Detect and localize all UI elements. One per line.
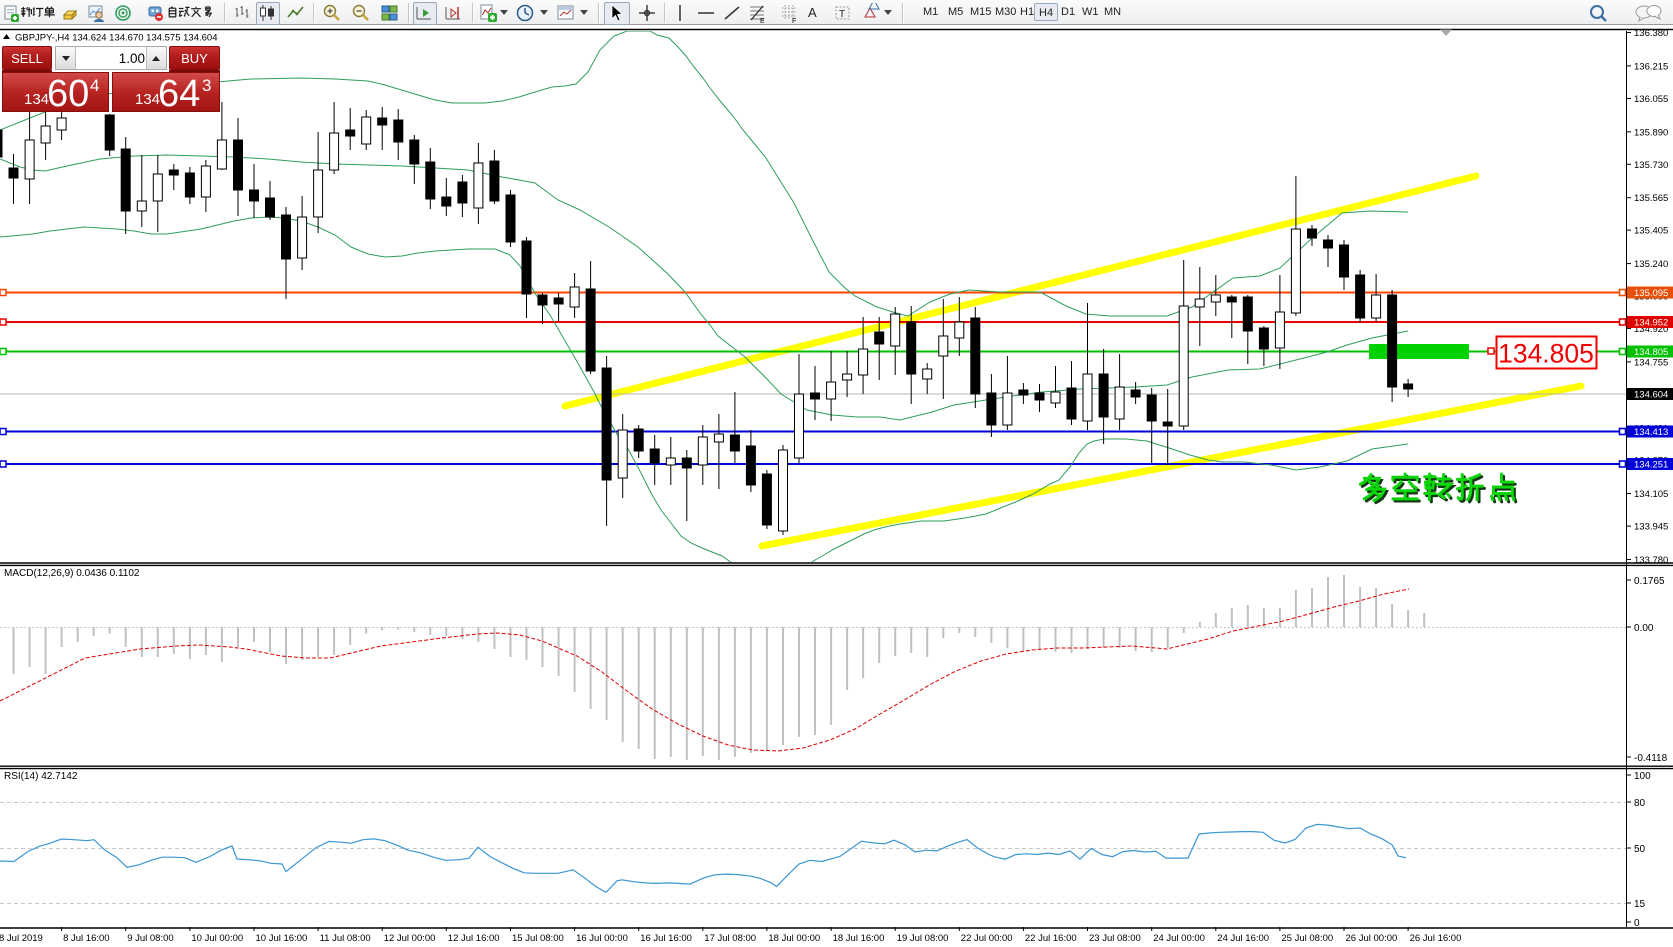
svg-text:10 Jul 16:00: 10 Jul 16:00 <box>256 933 308 944</box>
svg-text:135.565: 135.565 <box>1634 193 1668 204</box>
svg-text:26 Jul 00:00: 26 Jul 00:00 <box>1346 933 1398 944</box>
svg-text:24 Jul 00:00: 24 Jul 00:00 <box>1153 933 1205 944</box>
svg-text:134.413: 134.413 <box>1634 427 1668 438</box>
svg-text:9 Jul 08:00: 9 Jul 08:00 <box>127 933 173 944</box>
svg-text:19 Jul 08:00: 19 Jul 08:00 <box>897 933 949 944</box>
svg-text:134.251: 134.251 <box>1634 460 1668 471</box>
svg-text:T: T <box>839 9 845 20</box>
svg-text:134.604: 134.604 <box>1634 390 1668 401</box>
svg-text:12 Jul 00:00: 12 Jul 00:00 <box>384 933 436 944</box>
svg-text:16 Jul 16:00: 16 Jul 16:00 <box>640 933 692 944</box>
svg-text:MACD(12,26,9) 0.0436 0.1102: MACD(12,26,9) 0.0436 0.1102 <box>4 568 140 579</box>
svg-text:10 Jul 00:00: 10 Jul 00:00 <box>191 933 243 944</box>
svg-text:0.1765: 0.1765 <box>1634 576 1665 587</box>
svg-text:134.805: 134.805 <box>1634 347 1668 358</box>
svg-text:26 Jul 16:00: 26 Jul 16:00 <box>1410 933 1462 944</box>
svg-text:8 Jul 16:00: 8 Jul 16:00 <box>63 933 109 944</box>
svg-text:135.730: 135.730 <box>1634 160 1668 171</box>
svg-text:18 Jul 16:00: 18 Jul 16:00 <box>833 933 885 944</box>
svg-text:136.215: 136.215 <box>1634 61 1668 72</box>
svg-text:16 Jul 00:00: 16 Jul 00:00 <box>576 933 628 944</box>
svg-text:133.945: 133.945 <box>1634 522 1668 533</box>
svg-text:134.952: 134.952 <box>1634 318 1668 329</box>
svg-text:24 Jul 16:00: 24 Jul 16:00 <box>1217 933 1269 944</box>
svg-text:18 Jul 00:00: 18 Jul 00:00 <box>768 933 820 944</box>
svg-text:133.780: 133.780 <box>1634 555 1668 566</box>
svg-text:136.055: 136.055 <box>1634 94 1668 105</box>
svg-text:135.890: 135.890 <box>1634 127 1668 138</box>
svg-text:8 Jul 2019: 8 Jul 2019 <box>0 933 43 944</box>
svg-text:0.00: 0.00 <box>1634 623 1654 634</box>
svg-text:135.095: 135.095 <box>1634 288 1668 299</box>
svg-text:136.380: 136.380 <box>1634 28 1668 39</box>
svg-text:F: F <box>792 18 796 24</box>
svg-text:135.405: 135.405 <box>1634 226 1668 237</box>
svg-text:0: 0 <box>1634 918 1640 929</box>
svg-text:17 Jul 08:00: 17 Jul 08:00 <box>704 933 756 944</box>
svg-text:11 Jul 08:00: 11 Jul 08:00 <box>320 933 371 944</box>
svg-text:22 Jul 00:00: 22 Jul 00:00 <box>961 933 1013 944</box>
svg-text:15: 15 <box>1634 899 1646 910</box>
svg-text:23 Jul 08:00: 23 Jul 08:00 <box>1089 933 1141 944</box>
svg-text:135.240: 135.240 <box>1634 259 1668 270</box>
svg-text:-0.4118: -0.4118 <box>1634 753 1668 764</box>
svg-text:134.755: 134.755 <box>1634 357 1668 368</box>
svg-text:134.805: 134.805 <box>1498 339 1594 369</box>
svg-text:134.105: 134.105 <box>1634 489 1668 500</box>
svg-text:E: E <box>760 18 765 24</box>
svg-text:RSI(14) 42.7142: RSI(14) 42.7142 <box>4 771 78 782</box>
svg-text:GBPJPY-,H4 134.624 134.670 13: GBPJPY-,H4 134.624 134.670 134.575 134.6… <box>15 33 217 44</box>
svg-text:134.920: 134.920 <box>1634 324 1668 335</box>
svg-text:50: 50 <box>1634 844 1646 855</box>
svg-text:22 Jul 16:00: 22 Jul 16:00 <box>1025 933 1077 944</box>
svg-text:12 Jul 16:00: 12 Jul 16:00 <box>448 933 500 944</box>
svg-text:15 Jul 08:00: 15 Jul 08:00 <box>512 933 564 944</box>
svg-text:80: 80 <box>1634 798 1646 809</box>
svg-text:25 Jul 08:00: 25 Jul 08:00 <box>1281 933 1333 944</box>
svg-text:100: 100 <box>1634 771 1651 782</box>
